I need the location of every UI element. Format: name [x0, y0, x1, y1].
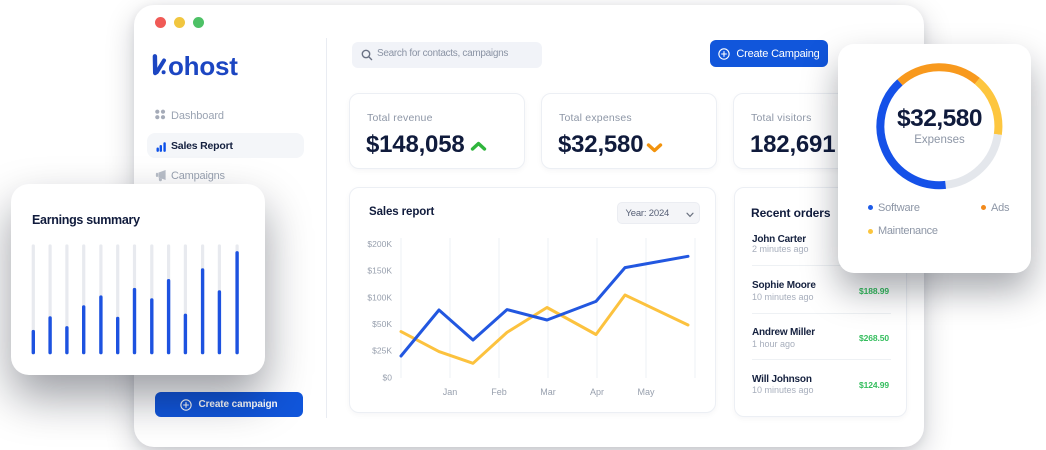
- svg-text:Feb: Feb: [491, 387, 507, 397]
- svg-text:$25K: $25K: [372, 346, 392, 356]
- svg-text:Jan: Jan: [443, 387, 458, 397]
- svg-text:$200K: $200K: [367, 239, 392, 249]
- svg-text:$0: $0: [383, 372, 393, 382]
- svg-text:$100K: $100K: [367, 292, 392, 302]
- svg-text:Mar: Mar: [540, 387, 556, 397]
- svg-text:$150K: $150K: [367, 266, 392, 276]
- svg-text:May: May: [637, 387, 655, 397]
- svg-text:$50K: $50K: [372, 319, 392, 329]
- svg-text:Apr: Apr: [590, 387, 604, 397]
